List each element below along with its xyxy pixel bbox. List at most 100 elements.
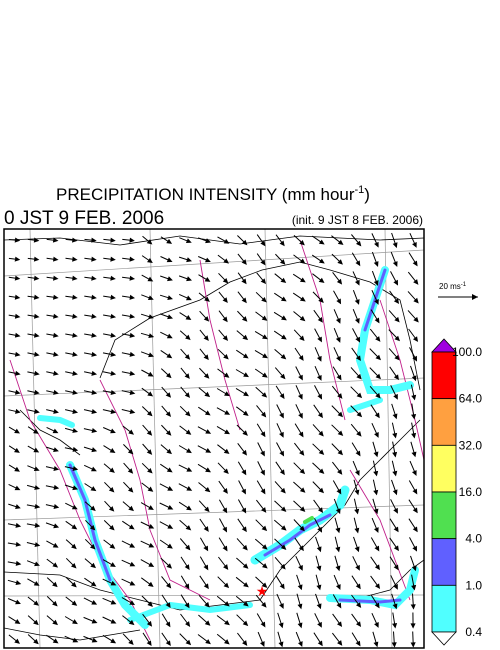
wind-arrow bbox=[238, 480, 246, 495]
wind-arrow bbox=[45, 504, 60, 509]
wind-arrow bbox=[45, 484, 60, 490]
wind-arrow bbox=[352, 460, 360, 476]
wind-arrow bbox=[255, 519, 268, 532]
wind-arrow bbox=[312, 443, 325, 456]
colorbar-segment bbox=[431, 398, 457, 446]
wind-arrow bbox=[121, 313, 136, 319]
wind-arrow bbox=[293, 481, 306, 493]
title-text: PRECIPITATION INTENSITY (mm hour bbox=[56, 185, 355, 204]
wind-arrow bbox=[256, 234, 266, 247]
wind-arrow bbox=[103, 520, 115, 531]
wind-arrow bbox=[140, 502, 154, 510]
wind-arrow bbox=[8, 332, 21, 338]
wind-arrow bbox=[123, 462, 134, 474]
wind-arrow bbox=[216, 595, 230, 607]
wind-arrow bbox=[198, 256, 211, 263]
wind-arrow bbox=[84, 332, 97, 338]
wind-arrow bbox=[293, 500, 306, 512]
wind-arrow bbox=[199, 310, 210, 322]
wind-arrow bbox=[84, 313, 97, 319]
wind-arrow bbox=[408, 499, 418, 514]
wind-arrow bbox=[83, 597, 98, 605]
wind-arrow bbox=[141, 595, 153, 607]
wind-arrow bbox=[313, 632, 323, 647]
wind-arrow bbox=[121, 540, 136, 548]
wind-arrow bbox=[408, 518, 418, 533]
wind-arrow bbox=[274, 481, 286, 494]
wind-arrow bbox=[84, 577, 97, 587]
wind-arrow bbox=[275, 575, 285, 590]
wind-arrow bbox=[236, 349, 249, 359]
wind-arrow bbox=[8, 275, 21, 281]
wind-arrow bbox=[237, 235, 248, 246]
wind-arrow bbox=[141, 577, 154, 587]
vector-scale: 20 ms-1 bbox=[438, 282, 478, 300]
wind-arrow bbox=[104, 500, 115, 512]
wind-arrow bbox=[65, 520, 78, 530]
wind-arrow bbox=[197, 634, 211, 645]
vector-scale-head bbox=[472, 294, 478, 300]
wind-arrow bbox=[411, 403, 417, 420]
wind-arrow bbox=[235, 576, 249, 588]
wind-arrow bbox=[314, 385, 323, 400]
wind-arrow bbox=[237, 461, 247, 476]
wind-arrow bbox=[179, 237, 192, 244]
wind-arrow bbox=[315, 593, 322, 610]
wind-arrow bbox=[371, 233, 379, 248]
wind-arrow bbox=[142, 613, 153, 627]
wind-arrow bbox=[274, 367, 286, 380]
wind-arrow bbox=[140, 521, 155, 529]
wind-arrow bbox=[352, 271, 360, 286]
wind-arrow bbox=[178, 464, 193, 472]
wind-arrow bbox=[392, 441, 398, 458]
wind-arrow bbox=[179, 425, 192, 435]
wind-arrow bbox=[295, 366, 303, 381]
wind-arrow bbox=[218, 499, 228, 514]
wind-arrow bbox=[83, 464, 97, 472]
wind-arrow bbox=[273, 519, 287, 531]
wind-arrow bbox=[7, 522, 22, 528]
wind-arrow bbox=[236, 330, 249, 341]
wind-arrow bbox=[295, 631, 303, 647]
wind-arrow bbox=[255, 291, 267, 303]
wind-arrow bbox=[218, 272, 229, 284]
wind-arrow bbox=[178, 483, 193, 491]
wind-arrow bbox=[331, 443, 343, 456]
wind-arrow bbox=[388, 348, 400, 361]
wind-arrow bbox=[315, 555, 322, 572]
wind-arrow bbox=[389, 518, 399, 533]
wind-arrow bbox=[237, 632, 248, 646]
wind-arrow bbox=[197, 445, 212, 453]
wind-arrow bbox=[370, 575, 381, 590]
wind-arrow bbox=[142, 443, 153, 455]
wind-arrow bbox=[161, 424, 172, 436]
wind-arrow bbox=[293, 462, 306, 475]
wind-arrow bbox=[332, 632, 343, 646]
wind-arrow bbox=[315, 574, 322, 591]
wind-arrow bbox=[255, 311, 268, 321]
wind-arrow bbox=[218, 310, 228, 323]
wind-arrow bbox=[256, 272, 267, 285]
wind-arrow bbox=[409, 460, 417, 476]
wind-arrow bbox=[161, 613, 171, 628]
wind-arrow bbox=[27, 275, 40, 281]
wind-arrow bbox=[372, 498, 379, 515]
wind-arrow bbox=[275, 385, 285, 400]
wind-arrow bbox=[391, 460, 398, 477]
wind-arrow bbox=[276, 404, 284, 419]
wind-arrow bbox=[27, 465, 40, 472]
wind-arrow bbox=[27, 294, 40, 300]
wind-arrow bbox=[121, 597, 136, 606]
wind-arrow bbox=[293, 519, 305, 532]
wind-arrow bbox=[218, 329, 229, 341]
colorbar-under bbox=[431, 631, 457, 646]
wind-arrow bbox=[218, 480, 228, 494]
wind-arrow bbox=[160, 444, 172, 455]
wind-arrow bbox=[273, 311, 287, 321]
wind-arrow bbox=[8, 483, 21, 491]
wind-arrow bbox=[46, 596, 58, 607]
valid-time: 0 JST 9 FEB. 2006 bbox=[4, 208, 164, 229]
wind-arrow bbox=[8, 237, 21, 243]
wind-arrow bbox=[352, 309, 360, 324]
